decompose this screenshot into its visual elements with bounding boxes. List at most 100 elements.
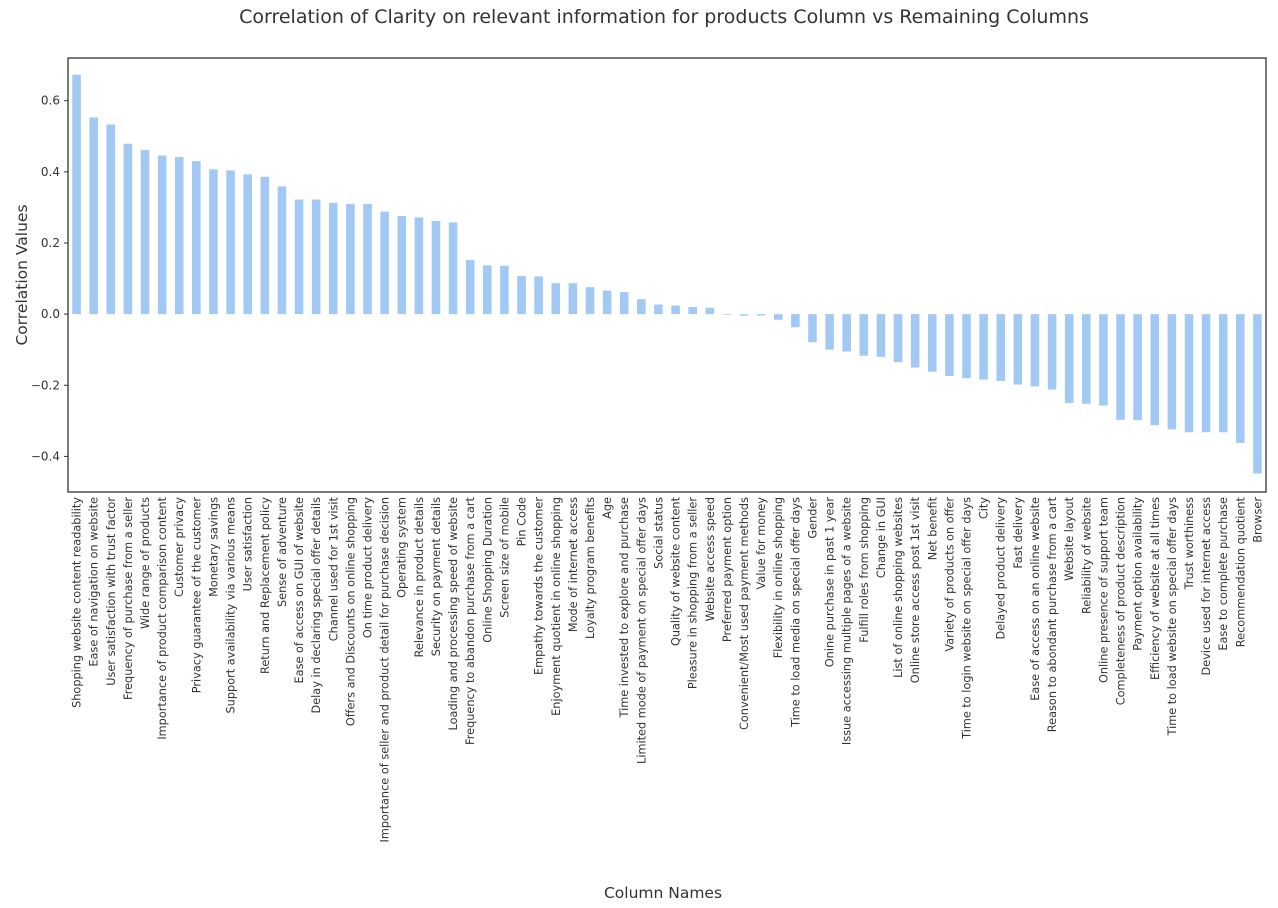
x-tick-label: User satisfaction xyxy=(242,497,255,591)
bar-66 xyxy=(1201,314,1211,433)
x-tick-label: Pleasure in shopping from a seller xyxy=(687,497,700,690)
x-tick-label: Monetary savings xyxy=(207,497,220,597)
bar-22 xyxy=(448,222,458,315)
x-tick-label: Online Shopping Duration xyxy=(481,497,494,643)
bar-45 xyxy=(842,314,851,352)
y-tick-label: −0.2 xyxy=(31,378,60,392)
x-tick-label: Flexibility in online shopping xyxy=(772,497,785,658)
bar-18 xyxy=(380,211,389,315)
bar-6 xyxy=(174,156,184,315)
bar-9 xyxy=(226,170,235,315)
bar-64 xyxy=(1167,314,1177,430)
x-tick-label: Shopping website content readability xyxy=(71,497,84,708)
x-tick-label: Ease of access on GUI of website xyxy=(293,497,306,684)
bar-17 xyxy=(363,203,372,315)
x-tick-label: Online presence of support team xyxy=(1097,497,1110,683)
x-tick-label: Security on payment details xyxy=(430,497,443,656)
bar-51 xyxy=(945,314,954,377)
x-tick-label: Reliability of website xyxy=(1080,497,1093,614)
bar-57 xyxy=(1047,314,1057,390)
x-tick-label: Reason to abondant purchase from a cart xyxy=(1046,496,1059,732)
bar-3 xyxy=(123,143,133,315)
x-tick-label: Pin Code xyxy=(516,497,529,546)
x-tick-label: Device used for internet access xyxy=(1200,497,1213,676)
bar-37 xyxy=(705,307,715,315)
x-tick-label: Screen size of mobile xyxy=(498,497,511,618)
bar-14 xyxy=(311,199,321,315)
x-axis-category-labels: Shopping website content readability Ease… xyxy=(71,496,1265,842)
x-tick-label: Customer privacy xyxy=(173,497,186,597)
y-tick-label: 0.4 xyxy=(41,165,60,179)
bar-7 xyxy=(192,161,201,315)
bars-layer xyxy=(72,74,1262,474)
bar-30 xyxy=(585,287,595,315)
x-tick-label: Trust worthiness xyxy=(1183,497,1196,590)
bar-63 xyxy=(1150,314,1160,426)
x-tick-label: Gender xyxy=(806,497,819,539)
bar-12 xyxy=(277,186,287,315)
bar-23 xyxy=(465,260,475,315)
x-tick-label: Loading and processing speed of website xyxy=(447,497,460,730)
bar-21 xyxy=(431,220,441,315)
y-tick-label: 0.6 xyxy=(41,94,60,108)
bar-55 xyxy=(1013,314,1023,385)
bar-40 xyxy=(756,314,766,316)
x-tick-label: Ease of navigation on website xyxy=(88,497,101,667)
x-tick-label: Frequency to abandon purchase from a car… xyxy=(464,496,477,745)
x-tick-label: Support availability via various means xyxy=(225,497,238,714)
bar-44 xyxy=(825,314,834,350)
x-tick-label: Channel used for 1st visit xyxy=(327,496,340,641)
bar-58 xyxy=(1064,314,1074,404)
x-tick-label: On time product delivery xyxy=(362,497,375,638)
x-tick-label: Time invested to explore and purchase xyxy=(618,497,631,718)
x-tick-label: Change in GUI xyxy=(875,497,888,578)
bar-32 xyxy=(619,292,629,315)
bar-43 xyxy=(808,314,817,343)
bar-62 xyxy=(1133,314,1142,421)
x-tick-label: Sense of adventure xyxy=(276,497,289,607)
x-tick-label: Net benefit xyxy=(926,496,939,560)
x-tick-label: Time to login website on special offer d… xyxy=(961,497,974,740)
bar-42 xyxy=(791,314,800,328)
bar-33 xyxy=(637,299,646,315)
x-tick-label: Convenient/Most used payment methods xyxy=(738,497,751,730)
bar-48 xyxy=(893,314,903,363)
bar-69 xyxy=(1253,314,1262,474)
x-tick-label: Wide range of products xyxy=(139,497,152,629)
x-tick-label: Ease of access on an online website xyxy=(1029,497,1042,701)
bar-67 xyxy=(1218,314,1228,433)
bar-0 xyxy=(72,74,81,315)
bar-65 xyxy=(1184,314,1194,433)
bar-1 xyxy=(89,117,98,315)
plot-frame xyxy=(67,57,1267,493)
x-tick-label: Age xyxy=(601,497,614,519)
bar-25 xyxy=(500,265,509,315)
bar-49 xyxy=(910,314,920,368)
x-tick-label: Social status xyxy=(652,497,665,569)
x-tick-label: Loyalty program benefits xyxy=(584,497,597,639)
x-tick-label: Offers and Discounts on online shopping xyxy=(344,497,357,726)
x-tick-label: Onine purchase in past 1 year xyxy=(824,497,837,668)
bar-53 xyxy=(979,314,988,380)
x-tick-label: Recommendation quotient xyxy=(1234,496,1247,647)
x-tick-label: Delayed product delivery xyxy=(995,497,1008,640)
bar-20 xyxy=(414,217,424,315)
x-tick-label: Importance of seller and product detail … xyxy=(379,497,392,842)
bar-27 xyxy=(534,276,543,315)
bar-50 xyxy=(927,314,937,372)
bar-24 xyxy=(483,265,492,315)
x-tick-label: Time to load website on special offer da… xyxy=(1166,497,1179,737)
bar-35 xyxy=(671,305,680,315)
bar-39 xyxy=(739,314,749,316)
x-tick-label: Fast delivery xyxy=(1012,497,1025,569)
bar-54 xyxy=(996,314,1006,382)
bar-59 xyxy=(1082,314,1091,404)
x-tick-label: Preferred payment option xyxy=(721,497,734,642)
bar-29 xyxy=(568,283,578,315)
bar-19 xyxy=(397,215,407,315)
x-tick-label: Variety of products on offer xyxy=(943,497,956,652)
x-tick-label: Website access speed xyxy=(704,497,717,621)
x-tick-label: User satisfaction with trust factor xyxy=(105,497,118,686)
x-tick-label: Operating system xyxy=(396,497,409,598)
x-tick-label: Online store access post 1st visit xyxy=(909,496,922,683)
